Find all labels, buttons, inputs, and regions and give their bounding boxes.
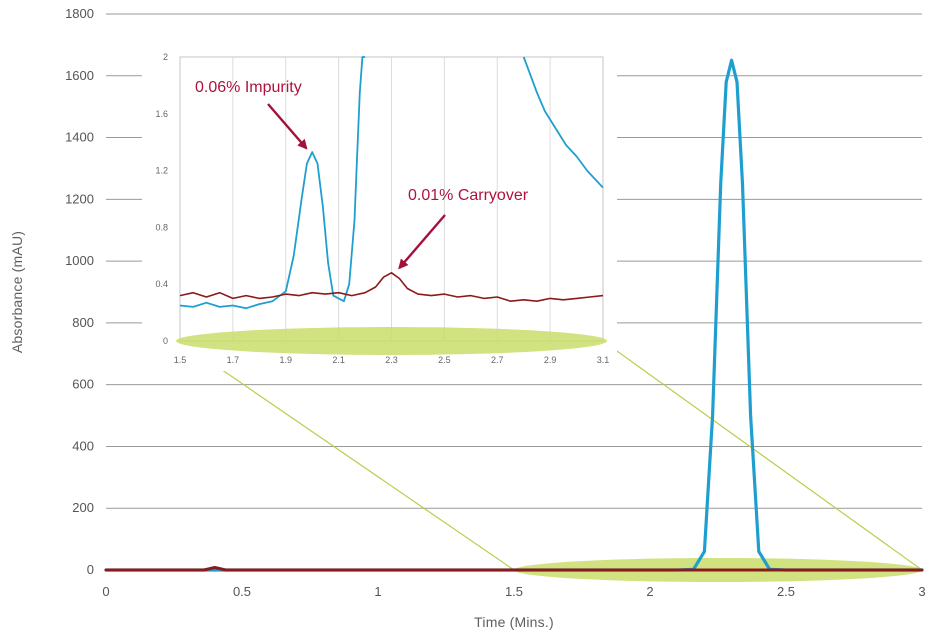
y-tick-label: 800 — [72, 315, 94, 330]
inset-series-group — [179, 56, 604, 310]
inset-y-tick-label: 1.2 — [155, 166, 168, 176]
inset-x-tick-label: 2.7 — [491, 355, 504, 365]
inset-y-tick-label: 0 — [163, 336, 168, 346]
inset-zoom-chart: 0 0.4 0.8 1.2 1.6 2 1.5 1.7 1.9 2.1 2.3 2.5 2.7 2.9 3… — [142, 45, 617, 371]
annotation-arrow — [398, 214, 446, 270]
main-y-ticks: 0 200 400 600 800 1000 1200 1400 1600 1800 — [65, 6, 94, 577]
y-tick-label: 1800 — [65, 6, 94, 21]
x-tick-label: 3 — [918, 584, 925, 599]
y-tick-label: 400 — [72, 438, 94, 453]
connector-line-left — [179, 340, 515, 571]
y-tick-label: 1600 — [65, 68, 94, 83]
inset-series-line-red — [179, 271, 604, 303]
y-tick-label: 1000 — [65, 253, 94, 268]
inset-x-tick-label: 2.3 — [385, 355, 398, 365]
x-tick-label: 2 — [646, 584, 653, 599]
main-x-ticks: 0 0.5 1 1.5 2 2.5 3 — [102, 584, 925, 599]
annotation-label: 0.06% Impurity — [195, 79, 302, 96]
x-tick-label: 2.5 — [777, 584, 795, 599]
inset-y-tick-label: 2 — [163, 52, 168, 62]
inset-x-ticks: 1.5 1.7 1.9 2.1 2.3 2.5 2.7 2.9 3.1 — [174, 355, 610, 365]
inset-highlight-ellipse — [176, 327, 607, 355]
x-tick-label: 0 — [102, 584, 109, 599]
x-tick-label: 1.5 — [505, 584, 523, 599]
series-line-blue — [104, 58, 924, 572]
y-tick-label: 1200 — [65, 191, 94, 206]
inset-x-tick-label: 1.9 — [279, 355, 292, 365]
inset-y-ticks: 0 0.4 0.8 1.2 1.6 2 — [155, 52, 168, 346]
inset-annotations: 0.06% Impurity 0.01% Carryover — [195, 79, 529, 270]
inset-background — [142, 45, 617, 371]
y-axis-label: Absorbance (mAU) — [9, 231, 25, 353]
inset-x-tick-label: 1.7 — [227, 355, 240, 365]
y-tick-label: 1400 — [65, 130, 94, 145]
inset-highlight-region — [176, 327, 607, 355]
zoom-connector-lines — [179, 340, 923, 571]
inset-x-tick-label: 2.1 — [332, 355, 345, 365]
inset-x-tick-label: 3.1 — [597, 355, 610, 365]
inset-x-tick-label: 1.5 — [174, 355, 187, 365]
y-tick-label: 200 — [72, 500, 94, 515]
annotation-label: 0.01% Carryover — [408, 187, 529, 204]
x-tick-label: 0.5 — [233, 584, 251, 599]
annotation-arrow — [267, 103, 308, 150]
y-tick-label: 0 — [87, 562, 94, 577]
x-tick-label: 1 — [374, 584, 381, 599]
inset-x-tick-label: 2.9 — [544, 355, 557, 365]
inset-series-line-blue — [179, 56, 366, 310]
connector-line-right — [602, 340, 923, 571]
y-tick-label: 600 — [72, 377, 94, 392]
inset-series-line-blue — [522, 56, 604, 189]
series-line-red — [104, 566, 924, 572]
main-series-group — [104, 58, 924, 572]
inset-x-tick-label: 2.5 — [438, 355, 451, 365]
inset-y-tick-label: 1.6 — [155, 109, 168, 119]
inset-y-tick-label: 0.4 — [155, 279, 168, 289]
inset-y-tick-label: 0.8 — [155, 222, 168, 232]
x-axis-label: Time (Mins.) — [474, 614, 554, 630]
